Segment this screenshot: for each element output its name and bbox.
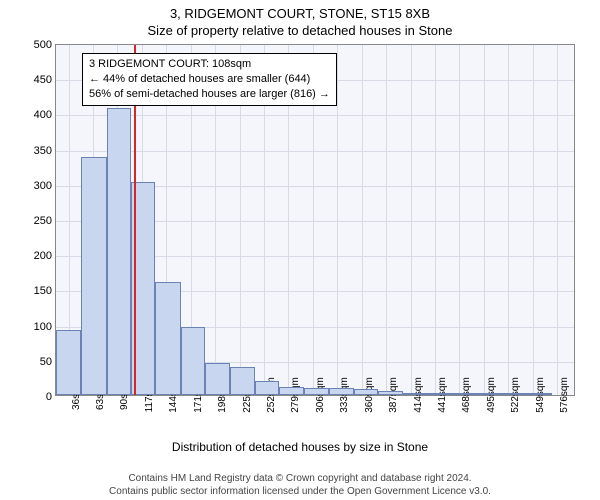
ytick-label: 250 (34, 215, 56, 227)
gridline-v (386, 45, 387, 395)
xtick-label: 333sqm (337, 377, 350, 413)
chart-container: Number of detached properties 0501001502… (0, 40, 600, 460)
annotation-line3: 56% of semi-detached houses are larger (… (89, 87, 330, 102)
gridline-v (533, 45, 534, 395)
chart-title-line1: 3, RIDGEMONT COURT, STONE, ST15 8XB (0, 0, 600, 21)
footer-line1: Contains HM Land Registry data © Crown c… (0, 473, 600, 486)
xtick-label: 549sqm (533, 377, 546, 413)
histogram-bar (329, 388, 353, 395)
gridline-v (484, 45, 485, 395)
annotation-line1: 3 RIDGEMONT COURT: 108sqm (89, 57, 330, 72)
histogram-bar (181, 327, 205, 395)
histogram-bar (354, 389, 378, 395)
histogram-bar (56, 330, 81, 395)
histogram-bar (477, 393, 501, 395)
gridline-v (337, 45, 338, 395)
xtick-label: 360sqm (362, 377, 375, 413)
histogram-bar (502, 393, 526, 395)
gridline-v (508, 45, 509, 395)
histogram-bar (526, 393, 551, 395)
xtick-label: 441sqm (435, 377, 448, 413)
ytick-label: 300 (34, 180, 56, 192)
histogram-bar (279, 387, 303, 395)
xtick-label: 495sqm (484, 377, 497, 413)
ytick-label: 50 (40, 356, 56, 368)
histogram-bar (107, 108, 131, 395)
histogram-bar (155, 282, 180, 395)
ytick-label: 500 (34, 39, 56, 51)
chart-title-line2: Size of property relative to detached ho… (0, 21, 600, 38)
histogram-bar (205, 363, 229, 395)
histogram-bar (378, 391, 403, 395)
xtick-label: 279sqm (288, 377, 301, 413)
gridline-v (411, 45, 412, 395)
histogram-bar (403, 393, 427, 395)
ytick-label: 400 (34, 109, 56, 121)
x-axis-label: Distribution of detached houses by size … (0, 440, 600, 454)
xtick-label: 468sqm (459, 377, 472, 413)
histogram-bar (428, 393, 452, 395)
ytick-label: 350 (34, 145, 56, 157)
xtick-label: 414sqm (411, 377, 424, 413)
ytick-label: 100 (34, 321, 56, 333)
xtick-label: 306sqm (313, 377, 326, 413)
xtick-label: 576sqm (557, 377, 570, 413)
histogram-bar (81, 157, 106, 395)
ytick-label: 200 (34, 250, 56, 262)
gridline-v (435, 45, 436, 395)
ytick-label: 0 (46, 391, 56, 403)
annotation-box: 3 RIDGEMONT COURT: 108sqm ← 44% of detac… (82, 53, 337, 106)
ytick-label: 450 (34, 74, 56, 86)
histogram-bar (452, 393, 477, 395)
gridline-v (362, 45, 363, 395)
ytick-label: 150 (34, 285, 56, 297)
xtick-label: 387sqm (386, 377, 399, 413)
gridline-v (557, 45, 558, 395)
plot-area: 05010015020025030035040045050036sqm63sqm… (55, 44, 575, 396)
xtick-label: 522sqm (508, 377, 521, 413)
histogram-bar (304, 388, 329, 395)
annotation-line2: ← 44% of detached houses are smaller (64… (89, 72, 330, 87)
histogram-bar (230, 367, 255, 395)
footer-line2: Contains public sector information licen… (0, 486, 600, 499)
gridline-v (459, 45, 460, 395)
footer-attribution: Contains HM Land Registry data © Crown c… (0, 473, 600, 498)
histogram-bar (255, 381, 279, 395)
